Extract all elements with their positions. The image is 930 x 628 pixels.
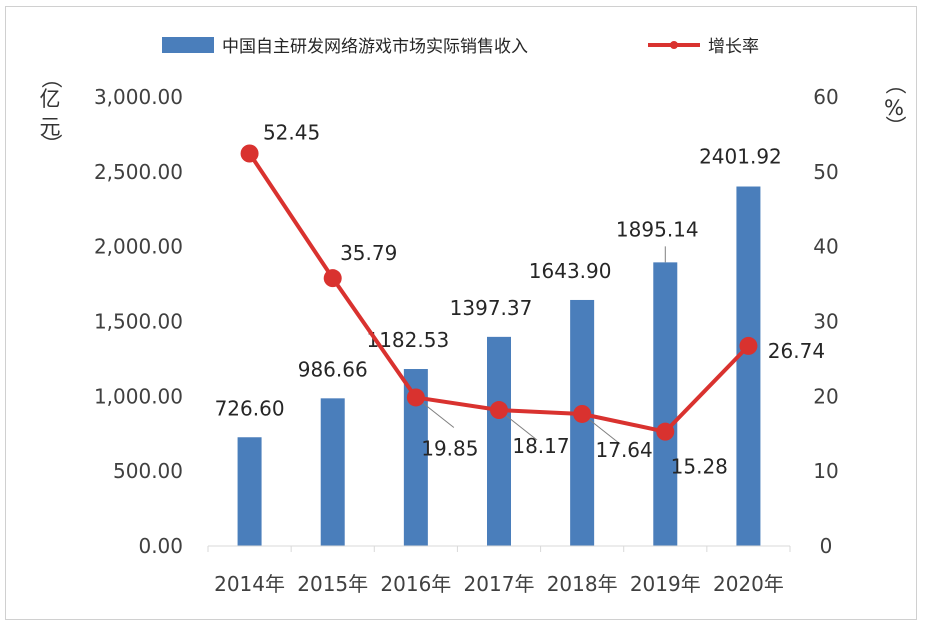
bar-data-label: 986.66: [298, 357, 368, 381]
left-tick-label: 500.00: [113, 459, 183, 483]
bar: [653, 262, 678, 546]
bar-data-label: 1643.90: [529, 259, 612, 283]
growth-rate-point: [323, 269, 342, 288]
x-tick-label: 2016年: [380, 572, 451, 596]
right-axis-unit-char-0: （: [883, 74, 907, 95]
left-tick-label: 2,000.00: [94, 235, 183, 259]
right-tick-label: 10: [813, 459, 838, 483]
x-tick-label: 2018年: [547, 572, 618, 596]
growth-rate-point: [490, 401, 508, 420]
right-axis-unit-char-1: %: [884, 96, 904, 120]
growth-rate-points: [240, 144, 758, 441]
legend-bar-swatch: [162, 37, 214, 53]
bar-data-label: 1182.53: [366, 328, 449, 352]
right-axis-unit-char-2: ）: [883, 116, 907, 137]
right-tick-label: 50: [813, 160, 838, 184]
growth-rate-point: [240, 144, 259, 163]
bar-data-label: 2401.92: [699, 145, 782, 169]
growth-rate-labels: 52.45 35.79 19.85 18.17 17.64 15.28 26.74: [263, 120, 825, 478]
growth-rate-data-label: 35.79: [340, 241, 397, 265]
left-axis-unit-char-3: ）: [39, 134, 63, 155]
legend-line-marker: [670, 41, 678, 49]
right-tick-label: 0: [820, 534, 833, 558]
chart-frame: [5, 6, 917, 620]
left-tick-label: 3,000.00: [94, 85, 183, 109]
right-tick-label: 20: [813, 384, 838, 408]
x-tick-label: 2014年: [214, 572, 285, 596]
bar-data-label: 1397.37: [450, 296, 533, 320]
x-tick-label: 2015年: [297, 572, 368, 596]
growth-rate-data-label: 17.64: [596, 438, 653, 462]
left-tick-label: 2,500.00: [94, 160, 183, 184]
growth-rate-point: [739, 336, 758, 355]
right-axis-ticks: 0 10 20 30 40 50 60: [813, 85, 838, 558]
bar: [736, 186, 761, 546]
growth-rate-data-label: 26.74: [768, 339, 825, 363]
growth-rate-data-label: 19.85: [421, 436, 478, 460]
x-tick-label: 2019年: [630, 572, 701, 596]
x-tick-label: 2017年: [464, 572, 535, 596]
left-axis-unit-char-1: 亿: [40, 87, 61, 111]
legend-bar-label: 中国自主研发网络游戏市场实际销售收入: [222, 37, 528, 57]
legend-line-label: 增长率: [708, 37, 759, 57]
right-tick-label: 40: [813, 235, 838, 259]
left-axis-ticks: 0.00 500.00 1,000.00 1,500.00 2,000.00 2,500.…: [94, 85, 183, 558]
growth-rate-point: [573, 404, 592, 423]
right-tick-label: 30: [813, 310, 838, 334]
left-axis-unit: （ 亿 元 ）: [39, 68, 63, 155]
bar: [237, 437, 262, 546]
growth-rate-data-label: 52.45: [263, 120, 320, 144]
left-tick-label: 1,500.00: [94, 310, 183, 334]
growth-rate-point: [406, 388, 425, 407]
bar: [487, 336, 511, 546]
right-tick-label: 60: [813, 85, 838, 109]
growth-rate-point: [656, 422, 675, 441]
right-axis-unit: （ % ）: [883, 74, 907, 137]
x-axis-ticks: 2014年 2015年 2016年 2017年 2018年 2019年 2020年: [207, 546, 791, 596]
left-axis-unit-char-2: 元: [40, 115, 61, 139]
legend: 中国自主研发网络游戏市场实际销售收入 增长率: [162, 37, 759, 57]
x-tick-label: 2020年: [713, 572, 784, 596]
left-tick-label: 1,000.00: [94, 384, 183, 408]
growth-rate-data-label: 18.17: [512, 434, 569, 458]
bar: [320, 398, 345, 546]
bar-data-label: 726.60: [215, 396, 285, 420]
left-axis-unit-char-0: （: [39, 68, 63, 89]
left-tick-label: 0.00: [138, 534, 183, 558]
growth-rate-data-label: 15.28: [671, 455, 728, 479]
bar-data-label: 1895.14: [616, 217, 699, 241]
